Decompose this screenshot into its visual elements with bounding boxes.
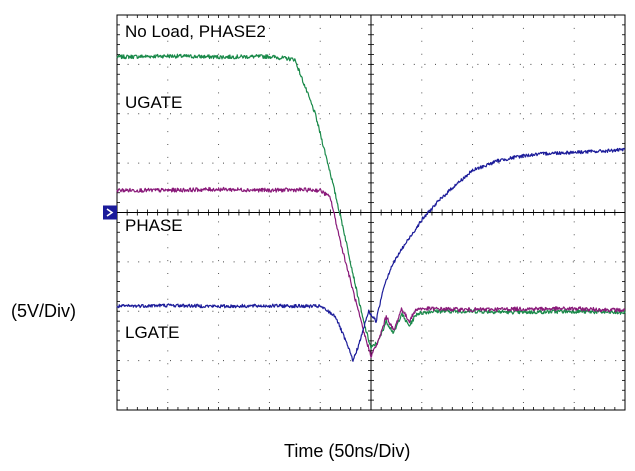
x-axis-label: Time (50ns/Div) bbox=[284, 441, 410, 461]
trace-ugate-low bbox=[116, 186, 626, 359]
ground-marker bbox=[103, 205, 117, 220]
annotation-lgate: LGATE bbox=[125, 323, 179, 342]
trace-layer bbox=[116, 53, 626, 362]
y-axis-label: (5V/Div) bbox=[11, 301, 76, 321]
trace-phase bbox=[116, 147, 626, 362]
chevron-right-icon bbox=[106, 208, 114, 217]
ground-marker-layer bbox=[103, 205, 117, 220]
annotation-ugate: UGATE bbox=[125, 93, 182, 112]
annotation-phase: PHASE bbox=[125, 216, 183, 235]
trace-ugate bbox=[116, 53, 626, 350]
graticule bbox=[116, 14, 626, 411]
chart-title: No Load, PHASE2 bbox=[125, 22, 266, 41]
